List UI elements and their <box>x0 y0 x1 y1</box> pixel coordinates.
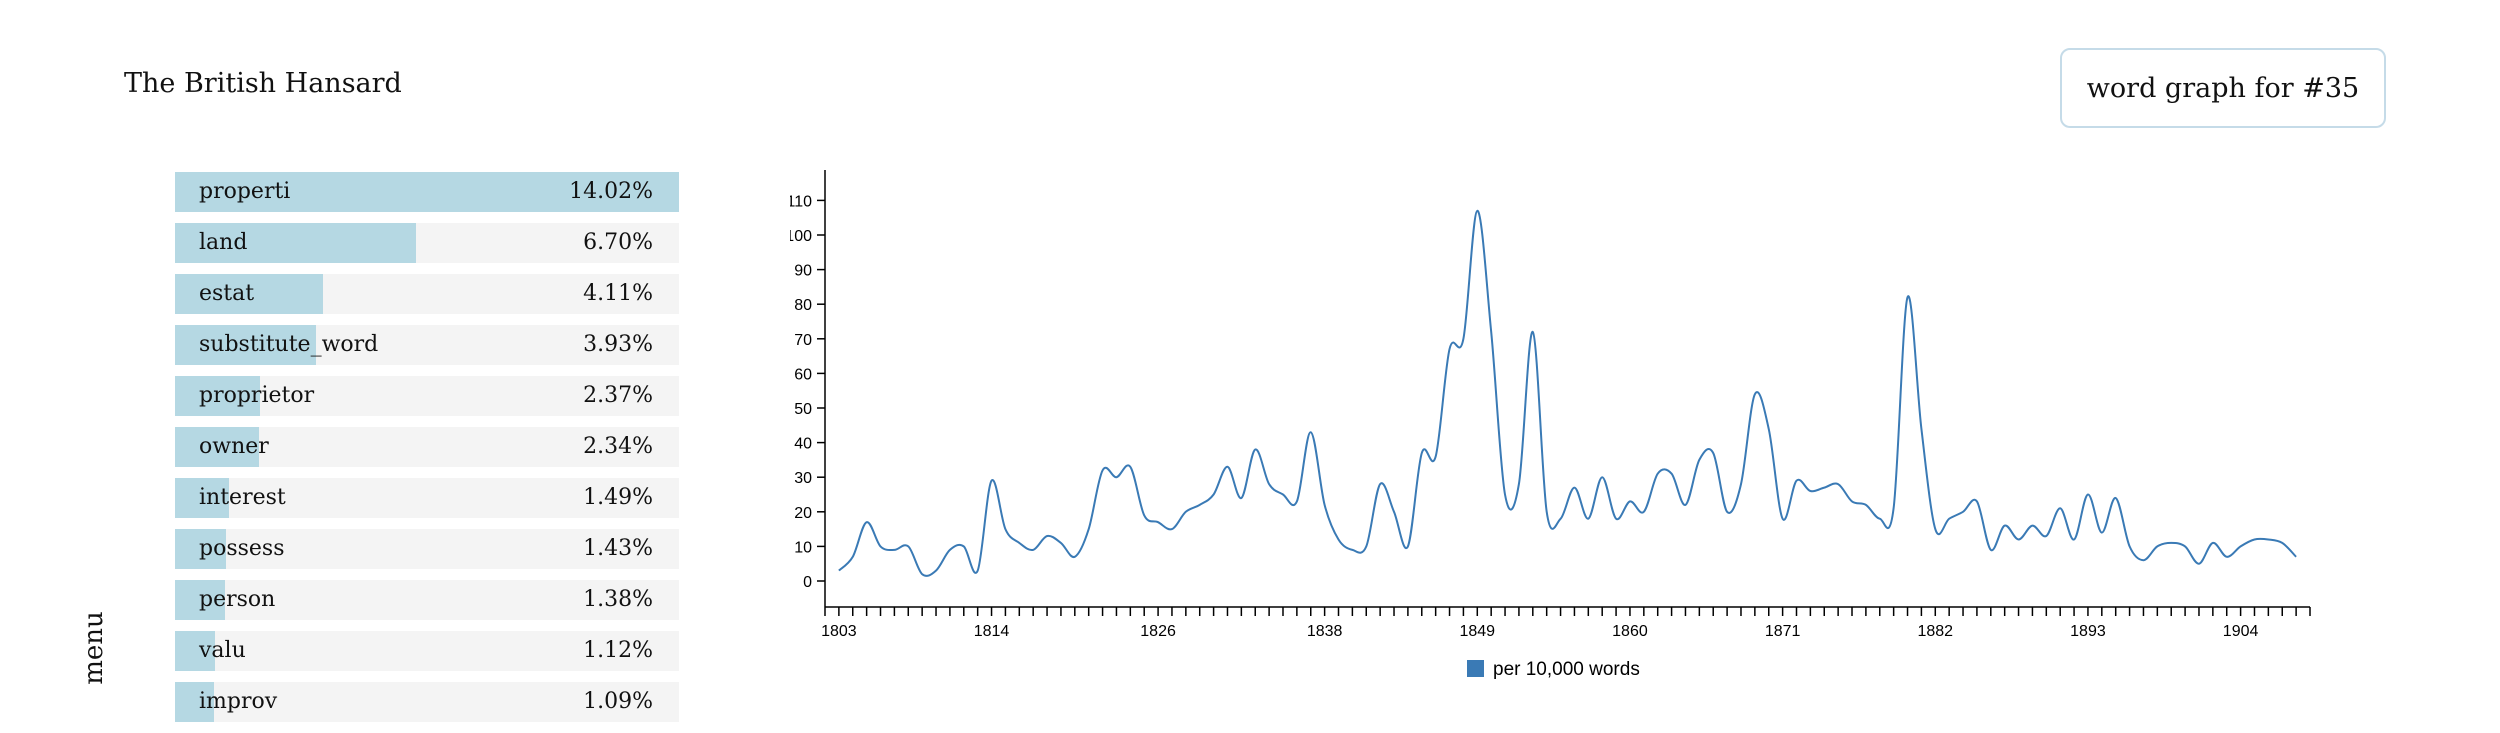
word-label: interest <box>199 485 286 510</box>
word-share-bar <box>175 631 216 671</box>
word-row[interactable]: person 1.38% <box>175 580 679 620</box>
site-title: The British Hansard <box>124 68 402 99</box>
word-label: possess <box>199 536 285 561</box>
word-percent: 1.49% <box>583 485 653 510</box>
menu-label: menu <box>79 611 109 685</box>
x-tick-label: 1849 <box>1459 623 1495 640</box>
x-tick-label: 1871 <box>1765 623 1801 640</box>
y-tick-label: 40 <box>794 436 812 453</box>
word-frequency-chart: 0 10 20 30 40 50 60 70 80 90 100 110 1803 1814 1826 183… <box>790 170 2311 680</box>
word-row[interactable]: possess 1.43% <box>175 529 679 569</box>
word-label: substitute_word <box>199 332 379 357</box>
word-share-bar <box>175 223 416 263</box>
y-tick-label: 110 <box>790 193 812 210</box>
legend-swatch <box>1467 660 1484 677</box>
word-share-bar <box>175 427 260 467</box>
word-list: properti 14.02% land 6.70% estat 4.11% substit… <box>175 172 679 733</box>
y-tick-label: 80 <box>794 297 812 314</box>
word-share-bar <box>175 478 229 518</box>
word-share-bar <box>175 172 679 212</box>
word-percent: 1.38% <box>583 587 653 612</box>
word-row[interactable]: substitute_word 3.93% <box>175 325 679 365</box>
word-row[interactable]: improv 1.09% <box>175 682 679 722</box>
series-line <box>838 209 2297 577</box>
word-percent: 3.93% <box>583 332 653 357</box>
word-label: valu <box>199 638 246 663</box>
x-tick-label: 1814 <box>974 623 1010 640</box>
word-label: estat <box>199 281 255 306</box>
x-tick-label: 1826 <box>1140 623 1176 640</box>
word-share-bar <box>175 682 215 722</box>
word-share-bar <box>175 376 261 416</box>
word-row[interactable]: valu 1.12% <box>175 631 679 671</box>
x-tick-label: 1882 <box>1917 623 1953 640</box>
word-share-bar <box>175 580 225 620</box>
x-tick-label: 1860 <box>1612 623 1648 640</box>
word-percent: 2.37% <box>583 383 653 408</box>
word-share-bar <box>175 529 227 569</box>
legend-label: per 10,000 words <box>1493 659 1640 680</box>
word-label: owner <box>199 434 269 459</box>
word-row[interactable]: properti 14.02% <box>175 172 679 212</box>
word-label: proprietor <box>199 383 315 408</box>
y-tick-label: 50 <box>794 401 812 418</box>
word-percent: 6.70% <box>583 230 653 255</box>
word-percent: 4.11% <box>583 281 653 306</box>
word-percent: 1.12% <box>583 638 653 663</box>
x-tick-label: 1838 <box>1307 623 1343 640</box>
word-share-bar <box>175 325 317 365</box>
x-tick-label: 1904 <box>2223 623 2259 640</box>
y-tick-label: 0 <box>803 574 812 591</box>
word-row[interactable]: proprietor 2.37% <box>175 376 679 416</box>
word-label: improv <box>199 689 278 714</box>
y-tick-label: 100 <box>790 228 812 245</box>
word-label: person <box>199 587 276 612</box>
y-tick-label: 30 <box>794 470 812 487</box>
word-percent: 14.02% <box>569 179 653 204</box>
word-percent: 1.09% <box>583 689 653 714</box>
y-tick-label: 60 <box>794 366 812 383</box>
word-row[interactable]: interest 1.49% <box>175 478 679 518</box>
word-share-bar <box>175 274 323 314</box>
word-label: properti <box>199 179 291 204</box>
y-tick-label: 10 <box>794 539 812 556</box>
word-percent: 1.43% <box>583 536 653 561</box>
menu-tab[interactable]: menu <box>66 611 122 685</box>
y-tick-label: 90 <box>794 263 812 280</box>
word-label: land <box>199 230 248 255</box>
word-row[interactable]: estat 4.11% <box>175 274 679 314</box>
word-percent: 2.34% <box>583 434 653 459</box>
x-tick-label: 1893 <box>2070 623 2106 640</box>
word-row[interactable]: owner 2.34% <box>175 427 679 467</box>
x-tick-label: 1803 <box>821 623 857 640</box>
y-tick-label: 70 <box>794 332 812 349</box>
y-tick-label: 20 <box>794 505 812 522</box>
word-graph-button[interactable]: word graph for #35 <box>2060 48 2386 128</box>
word-row[interactable]: land 6.70% <box>175 223 679 263</box>
